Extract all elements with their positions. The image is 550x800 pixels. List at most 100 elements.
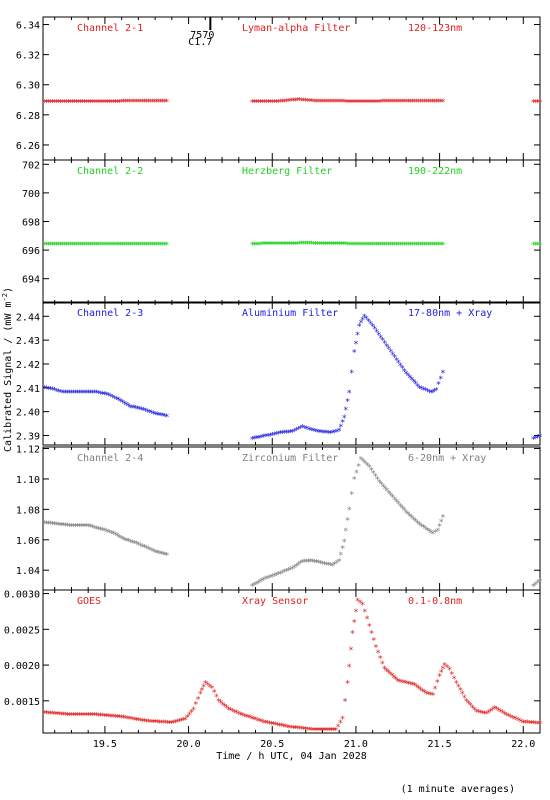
data-point: * xyxy=(154,411,159,421)
data-point: * xyxy=(259,434,264,444)
data-point: * xyxy=(418,686,423,696)
data-point: * xyxy=(97,98,102,108)
data-point: * xyxy=(154,719,159,729)
y-axis-label: Calibrated Signal / (mW m-2) xyxy=(1,287,14,452)
data-point: * xyxy=(58,388,63,398)
data-point: * xyxy=(327,727,332,737)
data-point: * xyxy=(510,714,515,724)
data-point: * xyxy=(426,241,431,251)
data-point: * xyxy=(76,241,81,251)
data-point: * xyxy=(321,240,326,250)
data-point: * xyxy=(354,469,359,479)
data-point: * xyxy=(60,711,65,721)
data-point: * xyxy=(57,521,62,531)
data-point: * xyxy=(438,98,443,108)
data-point: * xyxy=(339,241,344,251)
data-point: * xyxy=(404,241,409,251)
data-point: * xyxy=(266,98,271,108)
data-point: * xyxy=(220,701,225,711)
data-point: * xyxy=(403,509,408,519)
data-point: * xyxy=(406,680,411,690)
data-point: * xyxy=(140,543,145,553)
data-point: * xyxy=(52,710,57,720)
data-point: * xyxy=(407,374,412,384)
data-point: * xyxy=(119,98,124,108)
data-point: * xyxy=(263,241,268,251)
data-point: * xyxy=(127,715,132,725)
data-point: * xyxy=(273,721,278,731)
data-point: * xyxy=(253,435,258,445)
data-point: * xyxy=(107,713,112,723)
data-point: * xyxy=(62,389,67,399)
data-point: * xyxy=(164,98,169,108)
data-point: * xyxy=(425,387,430,397)
data-point: * xyxy=(319,240,324,250)
data-point: * xyxy=(478,709,483,719)
data-point: * xyxy=(125,715,130,725)
data-point: * xyxy=(387,98,392,108)
data-point: * xyxy=(263,575,268,585)
data-point: * xyxy=(527,719,532,729)
data-point: * xyxy=(271,241,276,251)
data-point: * xyxy=(372,325,377,335)
panel-band-label: 0.1-0.8nm xyxy=(408,596,462,607)
data-point: * xyxy=(58,99,63,109)
data-point: * xyxy=(245,714,250,724)
data-point: * xyxy=(355,241,360,251)
data-point: * xyxy=(332,561,337,571)
data-point: * xyxy=(140,717,145,727)
data-point: * xyxy=(218,699,223,709)
data-point: * xyxy=(243,713,248,723)
data-point: * xyxy=(307,97,312,107)
data-point: * xyxy=(62,241,67,251)
data-point: * xyxy=(107,98,112,108)
data-point: * xyxy=(379,481,384,491)
data-point: * xyxy=(230,708,235,718)
data-point: * xyxy=(253,716,258,726)
data-point: * xyxy=(368,320,373,330)
data-point: * xyxy=(369,466,374,476)
data-point: * xyxy=(382,485,387,495)
data-point: * xyxy=(426,528,431,538)
data-point: * xyxy=(437,523,442,533)
data-point: * xyxy=(270,98,275,108)
data-point: * xyxy=(414,683,419,693)
data-point: * xyxy=(438,241,443,251)
data-point: * xyxy=(50,520,55,530)
data-point: * xyxy=(420,241,425,251)
data-point: * xyxy=(44,241,49,251)
data-point: * xyxy=(430,530,435,540)
data-point: * xyxy=(171,719,176,729)
data-point: * xyxy=(82,99,87,109)
data-point: * xyxy=(287,240,292,250)
data-point: * xyxy=(282,98,287,108)
data-point: * xyxy=(63,711,68,721)
data-point: * xyxy=(274,98,279,108)
data-point: * xyxy=(438,375,443,385)
data-point: * xyxy=(410,681,415,691)
data-point: * xyxy=(152,548,157,558)
data-point: * xyxy=(270,573,275,583)
data-point: * xyxy=(401,98,406,108)
data-point: * xyxy=(355,98,360,108)
data-point: * xyxy=(119,399,124,409)
data-point: * xyxy=(83,99,88,109)
data-point: * xyxy=(420,687,425,697)
data-point: * xyxy=(139,406,144,416)
data-point: * xyxy=(92,241,97,251)
y-tick-label: 6.30 xyxy=(16,81,40,92)
y-tick-label: 1.04 xyxy=(16,566,40,577)
data-point: * xyxy=(533,435,538,445)
data-point: * xyxy=(314,428,319,438)
data-point: * xyxy=(103,712,108,722)
data-point: * xyxy=(331,98,336,108)
data-point: * xyxy=(288,724,293,734)
data-point: * xyxy=(375,98,380,108)
data-point: * xyxy=(131,98,136,108)
data-point: * xyxy=(396,500,401,510)
data-point: * xyxy=(348,646,353,656)
data-point: * xyxy=(65,711,70,721)
data-point: * xyxy=(322,560,327,570)
data-point: * xyxy=(270,431,275,441)
data-point: * xyxy=(189,708,194,718)
